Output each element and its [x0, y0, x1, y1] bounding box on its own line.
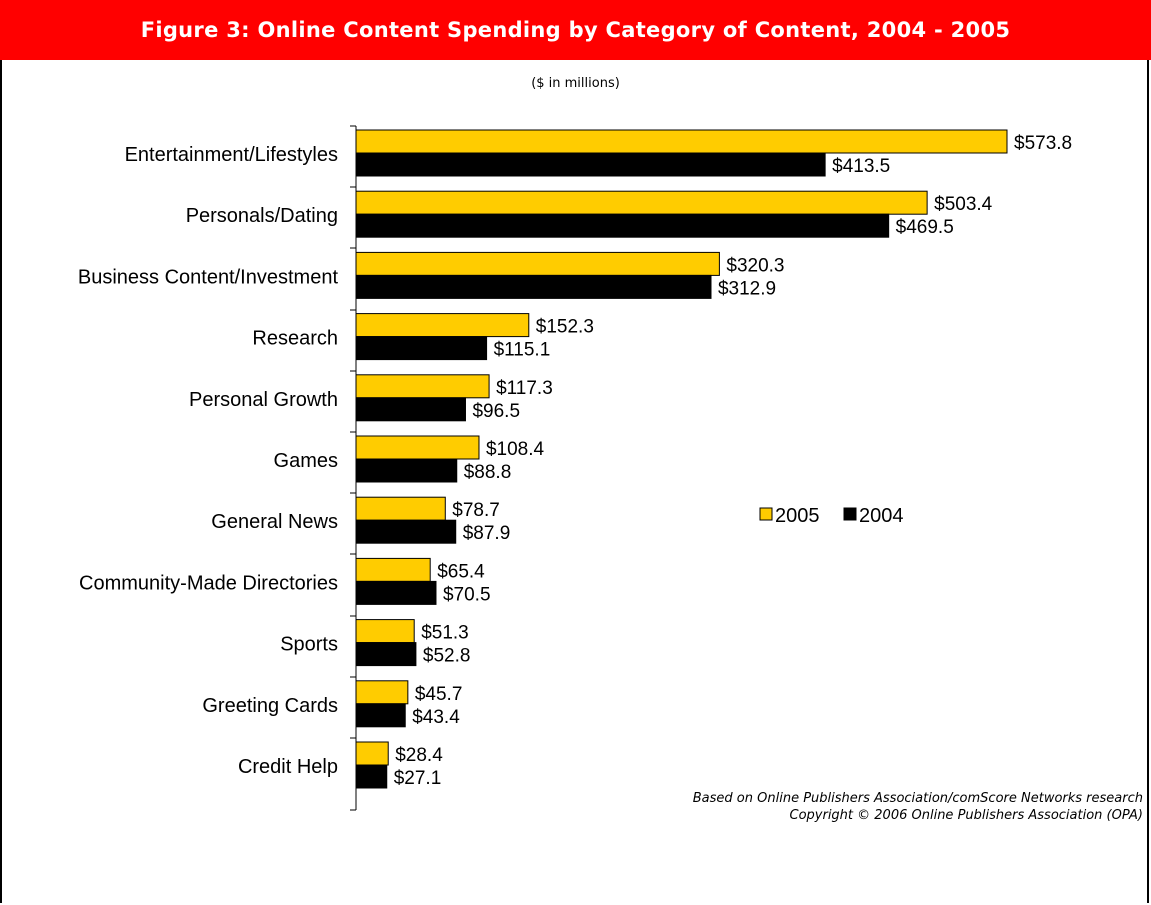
bar-2005 — [355, 251, 720, 276]
bar-2005 — [355, 619, 415, 644]
chart-subtitle: ($ in millions) — [531, 76, 620, 91]
data-label: $503.4 — [934, 194, 993, 215]
category-label: Games — [274, 450, 338, 472]
bar-2004 — [355, 274, 712, 299]
data-label: $96.5 — [472, 401, 520, 422]
data-label: $65.4 — [437, 561, 485, 582]
bar-2005 — [355, 374, 490, 399]
bar-2004 — [355, 764, 388, 789]
category-label: General News — [211, 511, 338, 533]
data-label: $78.7 — [452, 500, 500, 521]
legend-label: 2005 — [775, 505, 820, 527]
legend-swatch-2004 — [843, 507, 857, 521]
data-label: $108.4 — [486, 439, 545, 460]
category-label: Personal Growth — [189, 389, 338, 411]
category-label: Business Content/Investment — [78, 266, 339, 288]
bar-2004 — [355, 580, 437, 605]
data-label: $573.8 — [1014, 133, 1072, 154]
bar-2005 — [355, 496, 446, 521]
legend-label: 2004 — [859, 505, 904, 527]
data-label: $312.9 — [718, 278, 776, 299]
category-label: Sports — [280, 634, 338, 656]
bar-2004 — [355, 519, 457, 544]
bar-2005 — [355, 129, 1008, 154]
bar-2005 — [355, 435, 480, 460]
data-label: $115.1 — [494, 340, 551, 361]
copyright-line: Copyright © 2006 Online Publishers Assoc… — [789, 808, 1144, 823]
category-label: Greeting Cards — [202, 695, 338, 717]
data-label: $51.3 — [421, 623, 469, 644]
data-label: $28.4 — [395, 745, 443, 766]
source-note: Based on Online Publishers Association/c… — [693, 790, 1143, 824]
bar-2004 — [355, 642, 417, 667]
data-label: $27.1 — [394, 768, 442, 789]
category-label: Community-Made Directories — [79, 572, 338, 594]
bar-2004 — [355, 703, 406, 728]
data-label: $152.3 — [536, 317, 594, 338]
bar-2005 — [355, 190, 928, 215]
bar-2005 — [355, 313, 530, 338]
bar-2004 — [355, 458, 458, 483]
category-label: Personals/Dating — [186, 205, 338, 227]
bar-2005 — [355, 680, 409, 705]
data-label: $52.8 — [423, 646, 471, 667]
figure-title: Figure 3: Online Content Spending by Cat… — [0, 0, 1151, 60]
legend-swatch-2005 — [759, 507, 773, 521]
data-label: $45.7 — [415, 684, 463, 705]
source-line: Based on Online Publishers Association/c… — [692, 791, 1143, 806]
bar-2005 — [355, 557, 431, 582]
data-label: $320.3 — [726, 255, 784, 276]
data-label: $87.9 — [463, 523, 511, 544]
bar-2005 — [355, 741, 389, 766]
bar-2004 — [355, 213, 890, 238]
category-label: Entertainment/Lifestyles — [125, 144, 338, 166]
bar-2004 — [355, 336, 488, 361]
data-label: $43.4 — [412, 707, 460, 728]
category-label: Credit Help — [238, 756, 338, 778]
data-label: $88.8 — [464, 462, 512, 483]
bar-2004 — [355, 397, 466, 422]
data-label: $70.5 — [443, 584, 491, 605]
data-label: $469.5 — [896, 217, 954, 238]
bar-2004 — [355, 152, 826, 177]
data-label: $413.5 — [832, 156, 890, 177]
category-label: Research — [252, 328, 338, 350]
data-label: $117.3 — [496, 378, 553, 399]
